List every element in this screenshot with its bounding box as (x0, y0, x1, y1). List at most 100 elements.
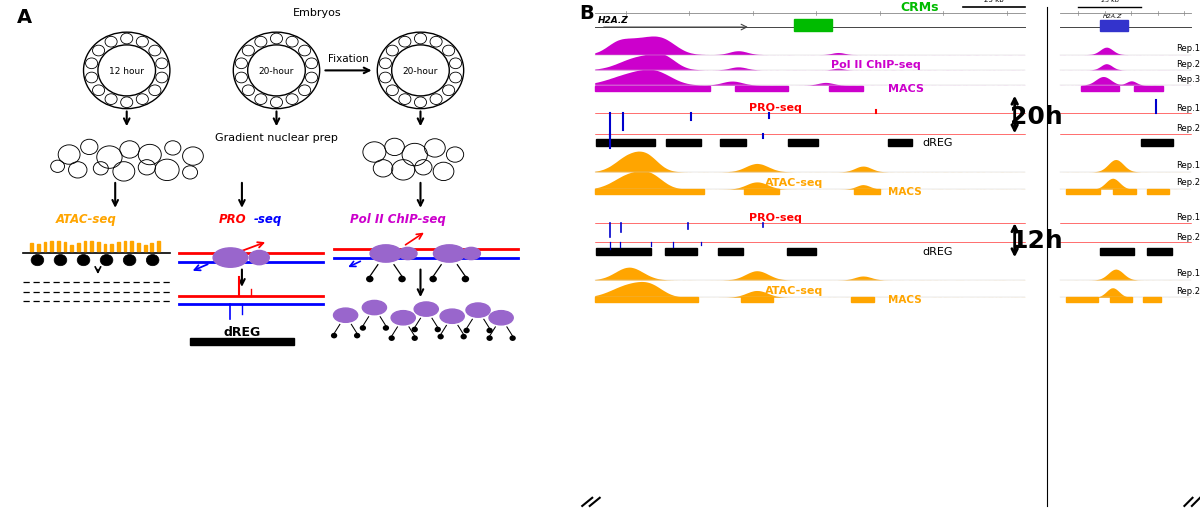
Circle shape (235, 73, 247, 83)
Text: CRMs: CRMs (900, 1, 938, 14)
Circle shape (430, 37, 442, 48)
Bar (1100, 248, 1134, 256)
Bar (794, 20, 832, 32)
Circle shape (156, 59, 168, 70)
Circle shape (443, 46, 455, 57)
Text: PRO: PRO (218, 213, 246, 225)
Circle shape (462, 276, 469, 282)
Bar (56, 241, 60, 252)
Circle shape (286, 37, 298, 48)
Circle shape (486, 328, 493, 334)
Circle shape (414, 98, 426, 108)
Bar (787, 248, 816, 256)
Circle shape (386, 46, 398, 57)
Circle shape (106, 95, 118, 105)
Text: Rep.2: Rep.2 (1176, 232, 1200, 241)
Ellipse shape (433, 245, 466, 263)
Circle shape (379, 59, 391, 70)
Bar (1066, 298, 1098, 302)
Bar (103, 244, 107, 252)
Text: 23 kb: 23 kb (1100, 0, 1118, 3)
Bar (150, 243, 154, 252)
Bar (1100, 21, 1128, 32)
Circle shape (149, 86, 161, 96)
Ellipse shape (398, 248, 418, 260)
Text: 20-hour: 20-hour (403, 67, 438, 76)
Circle shape (510, 336, 516, 341)
Text: B: B (580, 4, 594, 23)
Text: 12 hour: 12 hour (109, 67, 144, 76)
Circle shape (121, 98, 133, 108)
Circle shape (391, 46, 449, 97)
Circle shape (398, 276, 406, 282)
Text: 23 kb: 23 kb (984, 0, 1004, 3)
Text: H2A.Z: H2A.Z (1103, 14, 1122, 19)
Bar (736, 87, 788, 92)
Circle shape (286, 95, 298, 105)
Text: Pol II ChIP-seq: Pol II ChIP-seq (830, 60, 920, 70)
Text: dREG: dREG (223, 326, 260, 338)
Circle shape (233, 33, 319, 109)
Text: Rep.3: Rep.3 (1176, 75, 1200, 83)
Bar (90, 241, 94, 252)
Bar (71, 245, 73, 252)
Circle shape (463, 328, 469, 334)
Text: MACS: MACS (888, 83, 924, 94)
Text: Rep.2: Rep.2 (1176, 178, 1200, 187)
Ellipse shape (362, 301, 386, 315)
Circle shape (412, 327, 418, 333)
Circle shape (306, 59, 318, 70)
Bar (666, 139, 701, 147)
Ellipse shape (414, 302, 438, 317)
Bar (137, 243, 140, 252)
Ellipse shape (370, 245, 402, 263)
Circle shape (235, 59, 247, 70)
Text: Rep.1: Rep.1 (1176, 269, 1200, 278)
Circle shape (54, 255, 67, 266)
Text: Rep.2: Rep.2 (1176, 124, 1200, 133)
Ellipse shape (250, 251, 269, 265)
Circle shape (270, 34, 282, 45)
Circle shape (412, 336, 418, 341)
Circle shape (156, 73, 168, 83)
Text: Rep.2: Rep.2 (1176, 60, 1200, 68)
Circle shape (379, 73, 391, 83)
Circle shape (101, 255, 113, 266)
Circle shape (331, 333, 337, 339)
Bar (124, 241, 126, 252)
Text: PRO-seq: PRO-seq (749, 213, 802, 223)
Circle shape (85, 59, 97, 70)
Circle shape (299, 46, 311, 57)
Text: dREG: dREG (923, 247, 953, 257)
Text: Embryos: Embryos (293, 8, 341, 18)
Circle shape (92, 86, 104, 96)
Circle shape (149, 46, 161, 57)
Ellipse shape (391, 311, 415, 325)
Circle shape (383, 326, 389, 331)
Text: 20h: 20h (1010, 104, 1063, 129)
Circle shape (254, 95, 266, 105)
Circle shape (254, 37, 266, 48)
Ellipse shape (466, 303, 490, 318)
Bar (788, 139, 818, 147)
Circle shape (137, 37, 149, 48)
Bar (30, 244, 34, 252)
Circle shape (430, 95, 442, 105)
Bar (1147, 190, 1169, 194)
Circle shape (377, 33, 463, 109)
Bar (1066, 190, 1100, 194)
Circle shape (354, 333, 360, 339)
Circle shape (366, 276, 373, 282)
Circle shape (486, 336, 493, 341)
Text: Rep.1: Rep.1 (1176, 213, 1200, 222)
Text: ATAC-seq: ATAC-seq (766, 178, 823, 188)
Text: Rep.2: Rep.2 (1176, 286, 1200, 295)
Circle shape (430, 276, 437, 282)
Bar (595, 298, 697, 302)
Bar (744, 190, 779, 194)
Circle shape (124, 255, 136, 266)
Circle shape (121, 34, 133, 45)
Circle shape (106, 37, 118, 48)
Circle shape (146, 255, 158, 266)
Bar (888, 139, 912, 147)
